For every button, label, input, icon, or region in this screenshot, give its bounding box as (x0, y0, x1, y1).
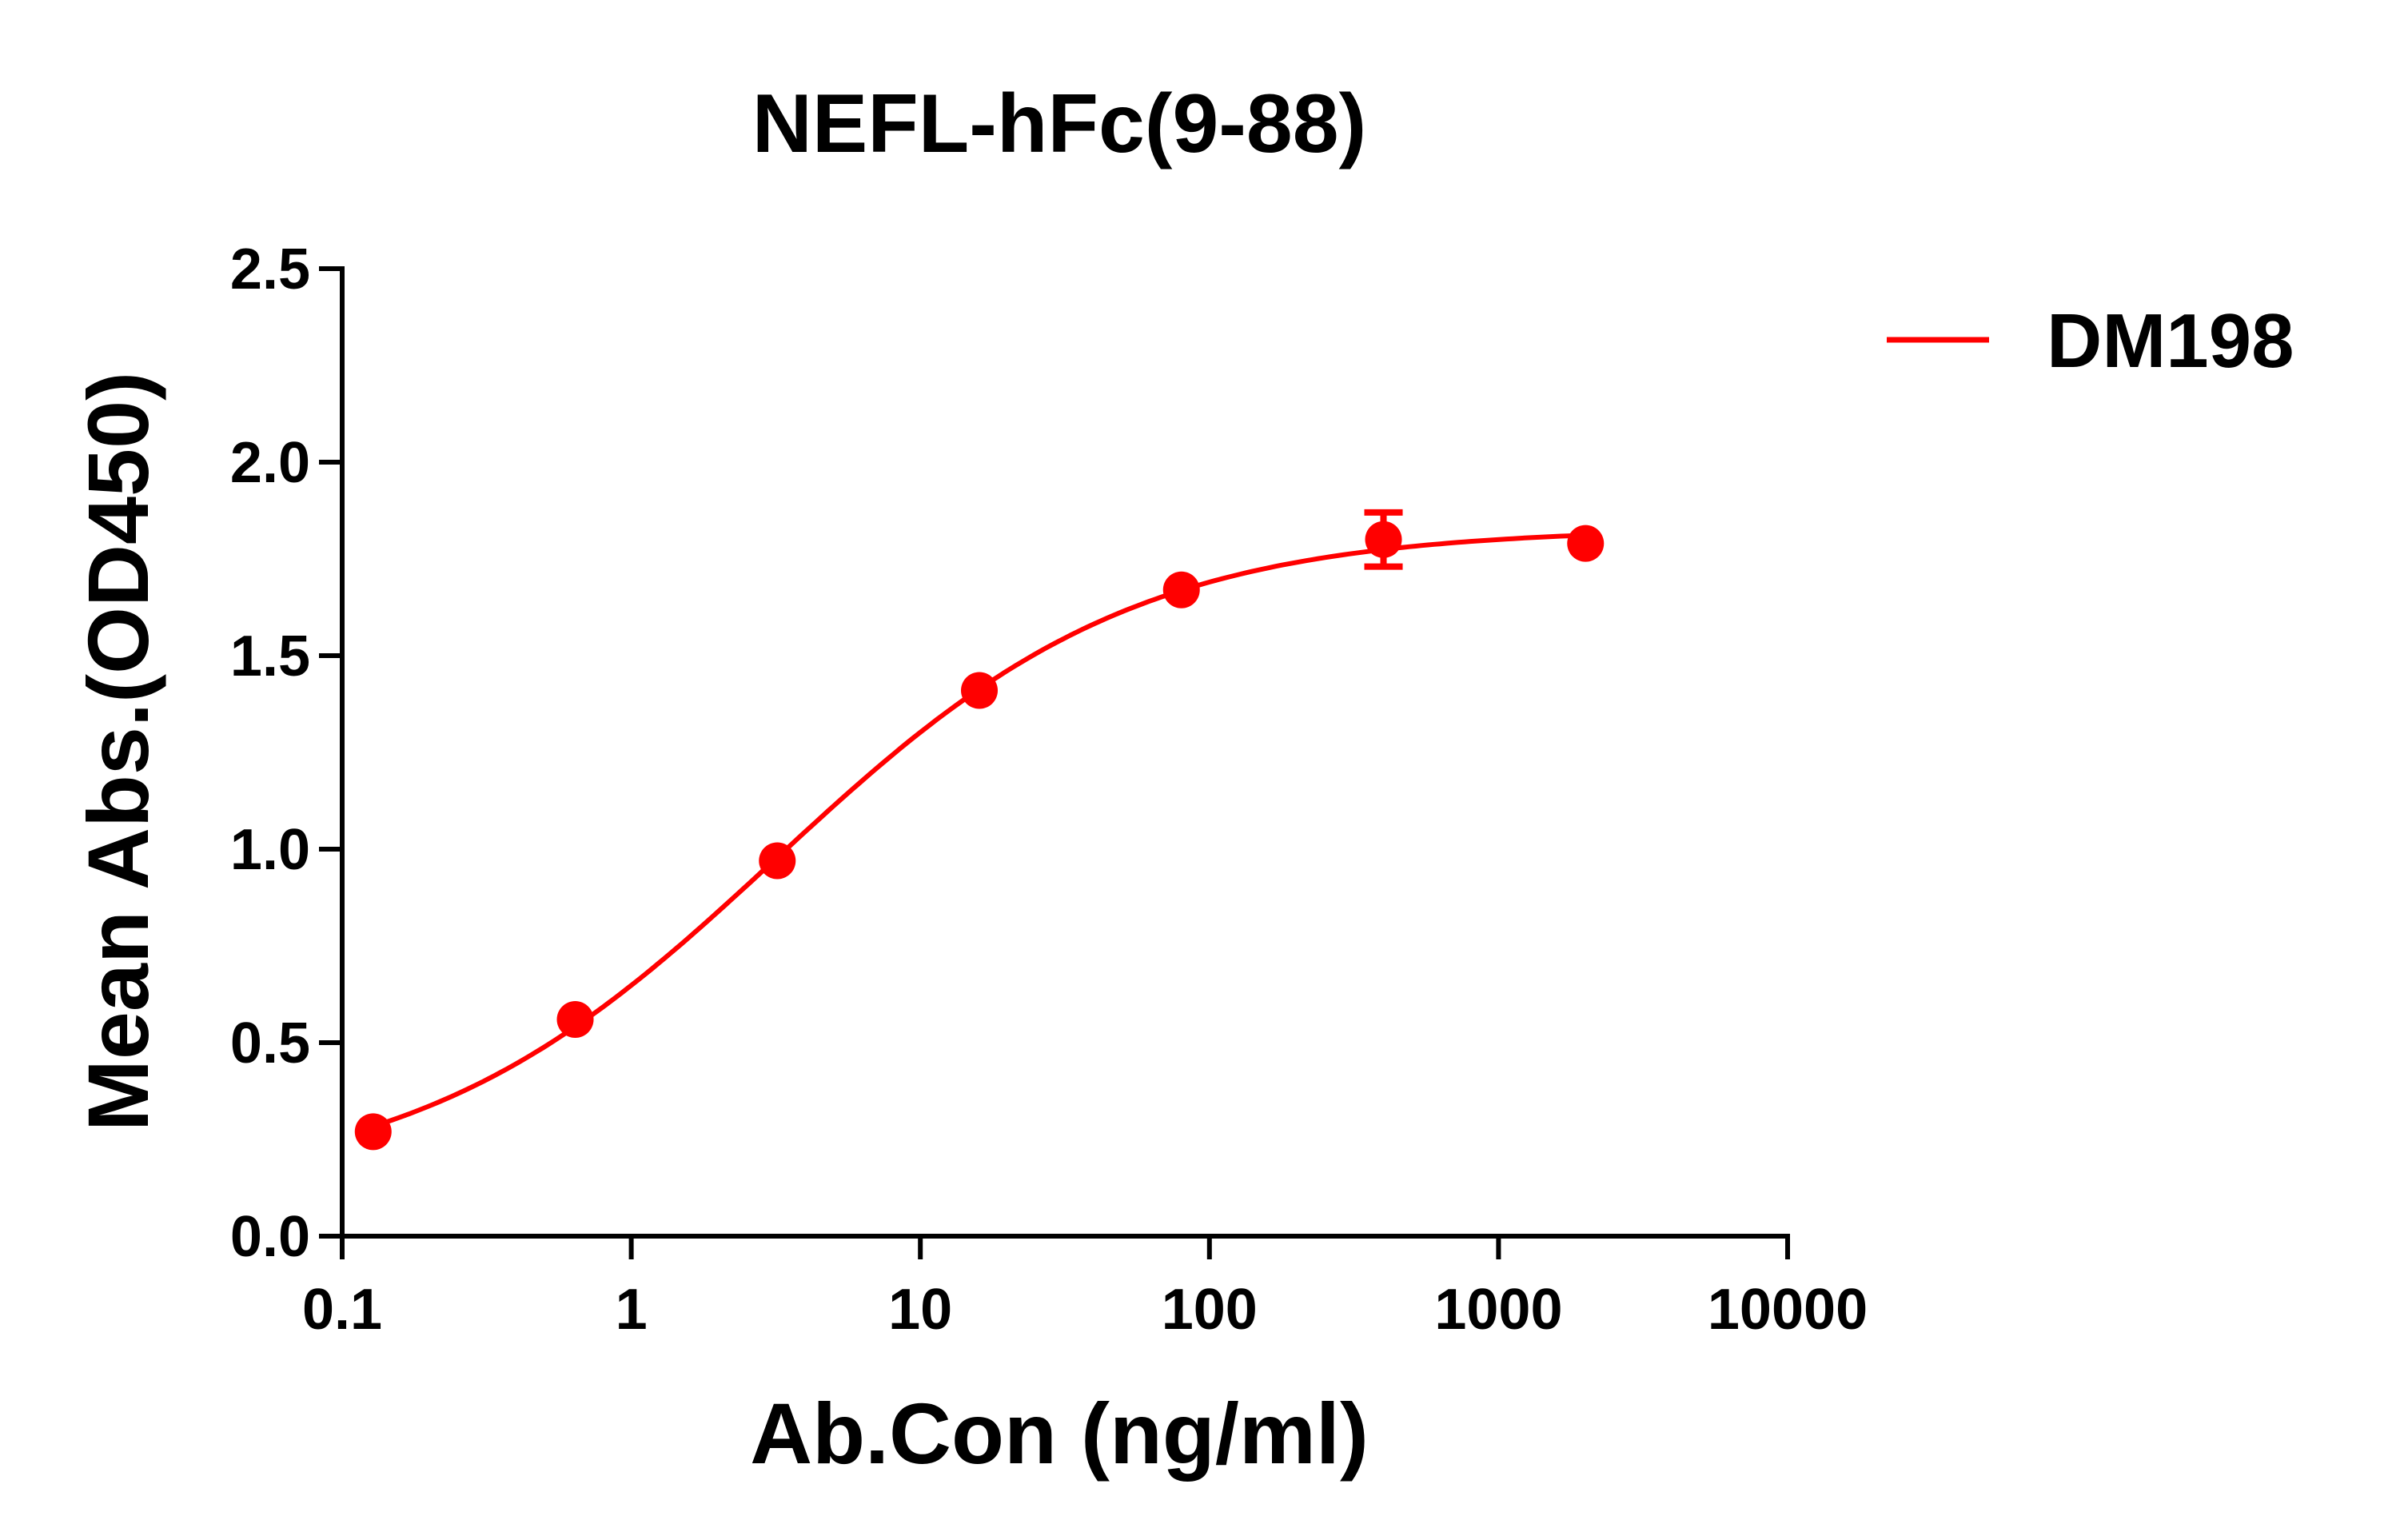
chart-title: NEFL-hFc(9-88) (752, 78, 1366, 170)
y-tick-label: 1.5 (230, 624, 310, 688)
data-point (1567, 525, 1605, 562)
x-tick-label: 0.1 (302, 1278, 382, 1342)
plot-area: 0.0 0.5 1.0 1.5 2.0 2.5 0.1 1 10 100 1000 10000 (230, 237, 1868, 1342)
y-tick-label: 0.0 (230, 1205, 310, 1269)
legend: DM198 (1887, 298, 2294, 384)
data-point (354, 1113, 392, 1151)
y-axis-label: Mean Abs.(OD450) (70, 372, 166, 1131)
x-tick-label: 1000 (1434, 1278, 1562, 1342)
y-tick-label: 1.0 (230, 818, 310, 882)
data-point (556, 1000, 594, 1038)
y-tick-label: 0.5 (230, 1011, 310, 1075)
x-axis-label: Ab.Con (ng/ml) (750, 1385, 1369, 1482)
x-tick-label: 100 (1162, 1278, 1258, 1342)
x-tick-label: 10000 (1708, 1278, 1868, 1342)
y-tick-label: 2.5 (230, 237, 310, 301)
data-point (961, 672, 999, 709)
data-point (1365, 521, 1402, 558)
y-tick-label: 2.0 (230, 431, 310, 495)
x-tick-label: 1 (616, 1278, 648, 1342)
fit-curve-line (372, 533, 1586, 1129)
legend-label: DM198 (2047, 298, 2294, 384)
data-point (1162, 571, 1200, 608)
data-point (759, 842, 796, 880)
x-tick-label: 10 (888, 1278, 952, 1342)
